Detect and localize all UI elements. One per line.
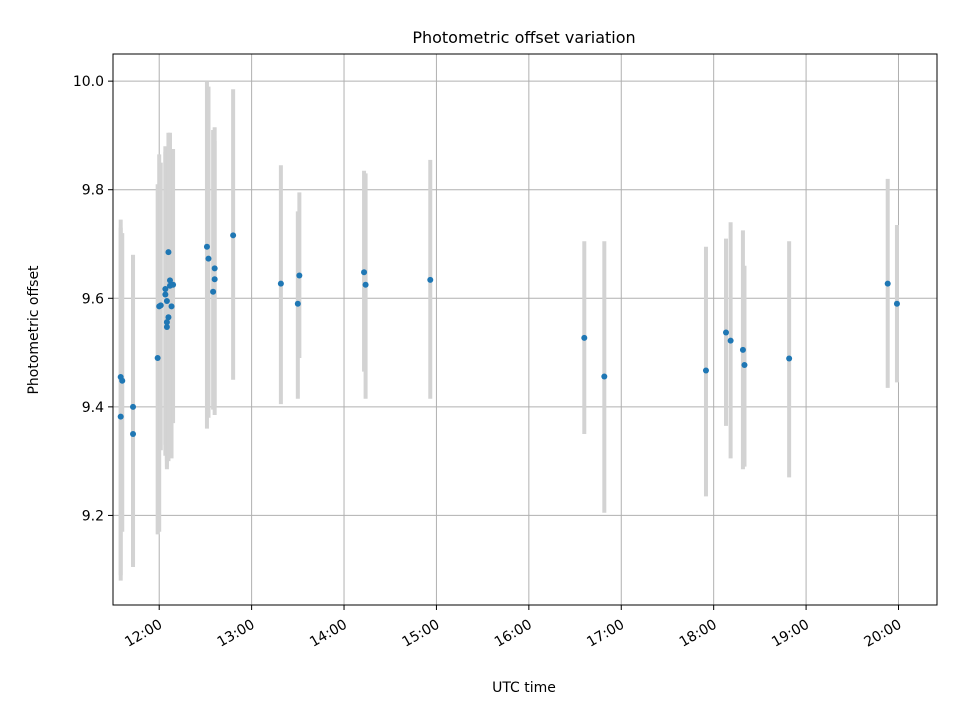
x-tick-label: 18:00 bbox=[677, 617, 720, 651]
x-tick-label: 19:00 bbox=[769, 617, 812, 651]
data-point bbox=[296, 272, 303, 279]
data-point bbox=[154, 355, 161, 361]
data-point bbox=[203, 243, 210, 250]
data-points bbox=[117, 232, 900, 437]
y-tick-label: 9.2 bbox=[82, 508, 104, 524]
axes-frame bbox=[112, 53, 938, 606]
data-point bbox=[210, 288, 217, 295]
y-tick-label: 9.8 bbox=[82, 183, 104, 199]
data-point bbox=[361, 269, 368, 276]
data-point bbox=[739, 346, 746, 353]
data-point bbox=[741, 362, 748, 369]
x-tick-label: 12:00 bbox=[122, 617, 165, 651]
data-point bbox=[211, 265, 218, 272]
data-point bbox=[163, 324, 170, 331]
x-tick-label: 17:00 bbox=[584, 617, 627, 651]
data-point bbox=[130, 403, 137, 410]
x-tick-label: 14:00 bbox=[307, 617, 350, 651]
data-point bbox=[230, 232, 237, 239]
x-axis-ticks: 12:00 13:00 14:00 15:00 16:00 17:00 18:00 19:00… bbox=[122, 605, 904, 651]
error-bars bbox=[118, 81, 899, 581]
x-tick-label: 15:00 bbox=[399, 617, 442, 651]
data-point bbox=[893, 300, 900, 307]
data-point bbox=[427, 276, 434, 283]
x-tick-label: 20:00 bbox=[862, 617, 905, 651]
data-point bbox=[205, 255, 212, 262]
data-point bbox=[166, 277, 173, 284]
y-axis-label: Photometric offset bbox=[26, 265, 42, 395]
y-tick-label: 10.0 bbox=[73, 74, 104, 90]
data-point bbox=[727, 337, 734, 344]
data-point bbox=[362, 281, 369, 288]
x-tick-label: 16:00 bbox=[492, 617, 535, 651]
data-point bbox=[884, 280, 891, 287]
x-tick-label: 13:00 bbox=[215, 617, 258, 651]
data-point bbox=[581, 334, 588, 341]
data-point bbox=[170, 281, 177, 288]
chart-title: Photometric offset variation bbox=[412, 28, 635, 47]
data-point bbox=[165, 314, 172, 321]
y-tick-label: 9.4 bbox=[82, 400, 104, 416]
data-point bbox=[130, 431, 137, 437]
gridlines bbox=[113, 54, 937, 605]
data-point bbox=[117, 413, 124, 420]
data-point bbox=[786, 355, 793, 362]
data-point bbox=[702, 367, 709, 374]
data-point bbox=[119, 377, 126, 384]
data-point bbox=[211, 276, 218, 283]
data-point bbox=[157, 302, 164, 309]
x-axis-label: UTC time bbox=[492, 680, 556, 696]
y-axis-ticks: 9.2 9.4 9.6 9.8 10.0 bbox=[73, 74, 113, 524]
y-tick-label: 9.6 bbox=[82, 291, 104, 307]
data-point bbox=[163, 319, 170, 326]
data-point bbox=[162, 286, 169, 293]
data-point bbox=[277, 280, 284, 287]
data-point bbox=[165, 249, 172, 256]
data-point bbox=[722, 329, 729, 336]
data-point bbox=[162, 291, 169, 298]
data-point bbox=[168, 303, 175, 310]
data-point bbox=[294, 300, 301, 307]
data-point bbox=[601, 373, 608, 380]
data-point bbox=[163, 298, 170, 304]
